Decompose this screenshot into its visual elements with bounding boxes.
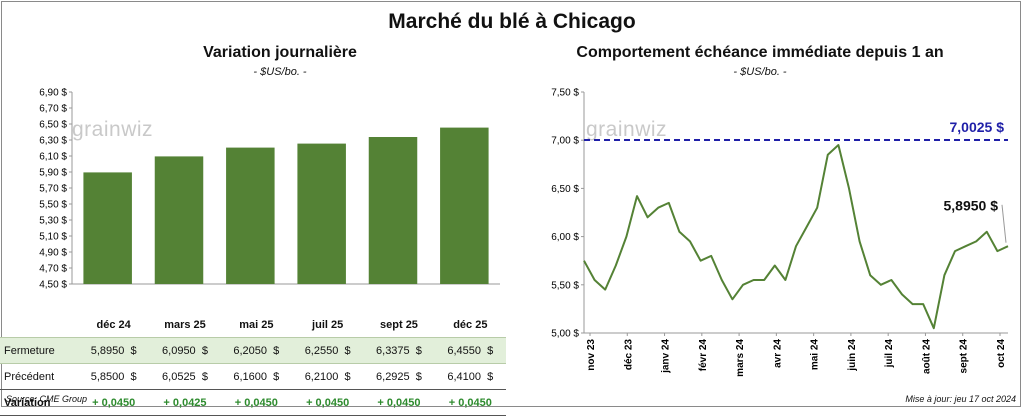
- last-value-label: 5,8950 $: [944, 198, 999, 214]
- bar: [297, 143, 346, 284]
- y-tick-label: 5,00 $: [551, 329, 579, 340]
- x-tick-label: juil 24: [884, 339, 895, 369]
- left-watermark: grainwiz: [72, 118, 154, 141]
- table-header: déc 24: [96, 318, 131, 331]
- table-cell: + 0,0425: [149, 389, 221, 416]
- table-header: mai 25: [239, 318, 274, 331]
- bar: [226, 147, 275, 284]
- left-panel-title: Variation journalière: [203, 44, 357, 61]
- row-label: Fermeture: [0, 337, 78, 364]
- table-cell: 6,0950 $: [149, 337, 221, 364]
- y-tick-label: 5,30 $: [39, 216, 67, 227]
- y-tick-label: 6,90 $: [39, 88, 67, 99]
- price-series-line: [583, 144, 1009, 330]
- y-tick-label: 4,90 $: [39, 248, 67, 259]
- y-tick-label: 7,00 $: [551, 136, 579, 147]
- y-tick-label: 5,10 $: [39, 232, 67, 243]
- y-tick-label: 4,70 $: [39, 264, 67, 275]
- right-panel-title: Comportement échéance immédiate depuis 1…: [576, 44, 944, 61]
- y-tick-label: 5,70 $: [39, 184, 67, 195]
- table-cell: 6,3375 $: [363, 337, 435, 364]
- y-tick-label: 6,30 $: [39, 136, 67, 147]
- row-label: Précédent: [0, 363, 78, 390]
- table-cell: 6,1600 $: [220, 363, 292, 390]
- table-row-precedent: Précédent 5,8500 $ 6,0525 $ 6,1600 $ 6,2…: [0, 363, 506, 390]
- table-cell: + 0,0450: [291, 389, 364, 416]
- source-note: Source: CME Group: [6, 394, 88, 404]
- left-panel-subtitle: - $US/bo. -: [253, 66, 307, 78]
- bar: [83, 172, 132, 284]
- table-cell: 5,8950 $: [78, 337, 150, 364]
- table-header-row: déc 24 mars 25 mai 25 juil 25 sept 25 dé…: [0, 312, 506, 338]
- x-tick-label: janv 24: [661, 339, 672, 374]
- right-panel-subtitle: - $US/bo. -: [733, 66, 787, 78]
- x-tick-label: nov 23: [586, 339, 597, 371]
- y-tick-label: 5,90 $: [39, 168, 67, 179]
- table-cell: + 0,0450: [220, 389, 292, 416]
- table-row-fermeture: Fermeture 5,8950 $ 6,0950 $ 6,2050 $ 6,2…: [0, 337, 506, 364]
- last-value-leader: [1001, 204, 1007, 243]
- table-cell: 6,2925 $: [363, 363, 435, 390]
- x-tick-label: juin 24: [847, 339, 858, 372]
- y-tick-label: 6,70 $: [39, 104, 67, 115]
- table-cell: 6,4550 $: [434, 337, 506, 364]
- table-cell: 6,2050 $: [220, 337, 292, 364]
- x-tick-label: oct 24: [996, 339, 1007, 368]
- y-tick-label: 6,10 $: [39, 152, 67, 163]
- main-title: Marché du blé à Chicago: [388, 10, 636, 33]
- y-tick-label: 6,50 $: [39, 120, 67, 131]
- y-tick-label: 5,50 $: [551, 280, 579, 291]
- right-watermark: grainwiz: [586, 118, 668, 141]
- x-tick-label: mars 24: [735, 339, 746, 377]
- table-cell: + 0,0450: [78, 389, 150, 416]
- line-chart: 5,00 $ 5,50 $ 6,00 $ 6,50 $ 7,00 $ 7,50 $ nov …: [551, 88, 1009, 377]
- x-tick-label: avr 24: [772, 339, 783, 368]
- x-tick-label: août 24: [921, 339, 932, 374]
- bar: [440, 127, 489, 284]
- x-tick-label: sept 24: [959, 339, 970, 374]
- table-cell: 6,2550 $: [291, 337, 364, 364]
- y-tick-label: 6,50 $: [551, 184, 579, 195]
- table-header: mars 25: [164, 318, 206, 331]
- x-tick-label: févr 24: [698, 339, 709, 372]
- x-tick-label: déc 23: [623, 339, 634, 371]
- y-tick-label: 7,50 $: [551, 88, 579, 99]
- bar: [154, 156, 204, 284]
- y-tick-label: 5,50 $: [39, 200, 67, 211]
- table-cell: 6,2100 $: [291, 363, 364, 390]
- y-tick-label: 4,50 $: [39, 280, 67, 291]
- table-cell: 5,8500 $: [78, 363, 150, 390]
- table-cell: 6,4100 $: [434, 363, 506, 390]
- max-label: 7,0025 $: [950, 119, 1005, 135]
- table-cell: 6,0525 $: [149, 363, 221, 390]
- bar: [368, 137, 418, 284]
- update-note: Mise à jour: jeu 17 oct 2024: [905, 394, 1016, 404]
- x-tick-label: mai 24: [810, 339, 821, 371]
- table-header: sept 25: [380, 318, 418, 331]
- bar-chart: 4,50 $ 4,70 $ 4,90 $ 5,10 $ 5,30 $ 5,50 $ 5,70…: [39, 88, 500, 291]
- table-cell: + 0,0450: [363, 389, 435, 416]
- table-header: déc 25: [453, 318, 488, 331]
- table-header: juil 25: [312, 318, 344, 331]
- y-tick-label: 6,00 $: [551, 232, 579, 243]
- table-cell: + 0,0450: [434, 389, 506, 416]
